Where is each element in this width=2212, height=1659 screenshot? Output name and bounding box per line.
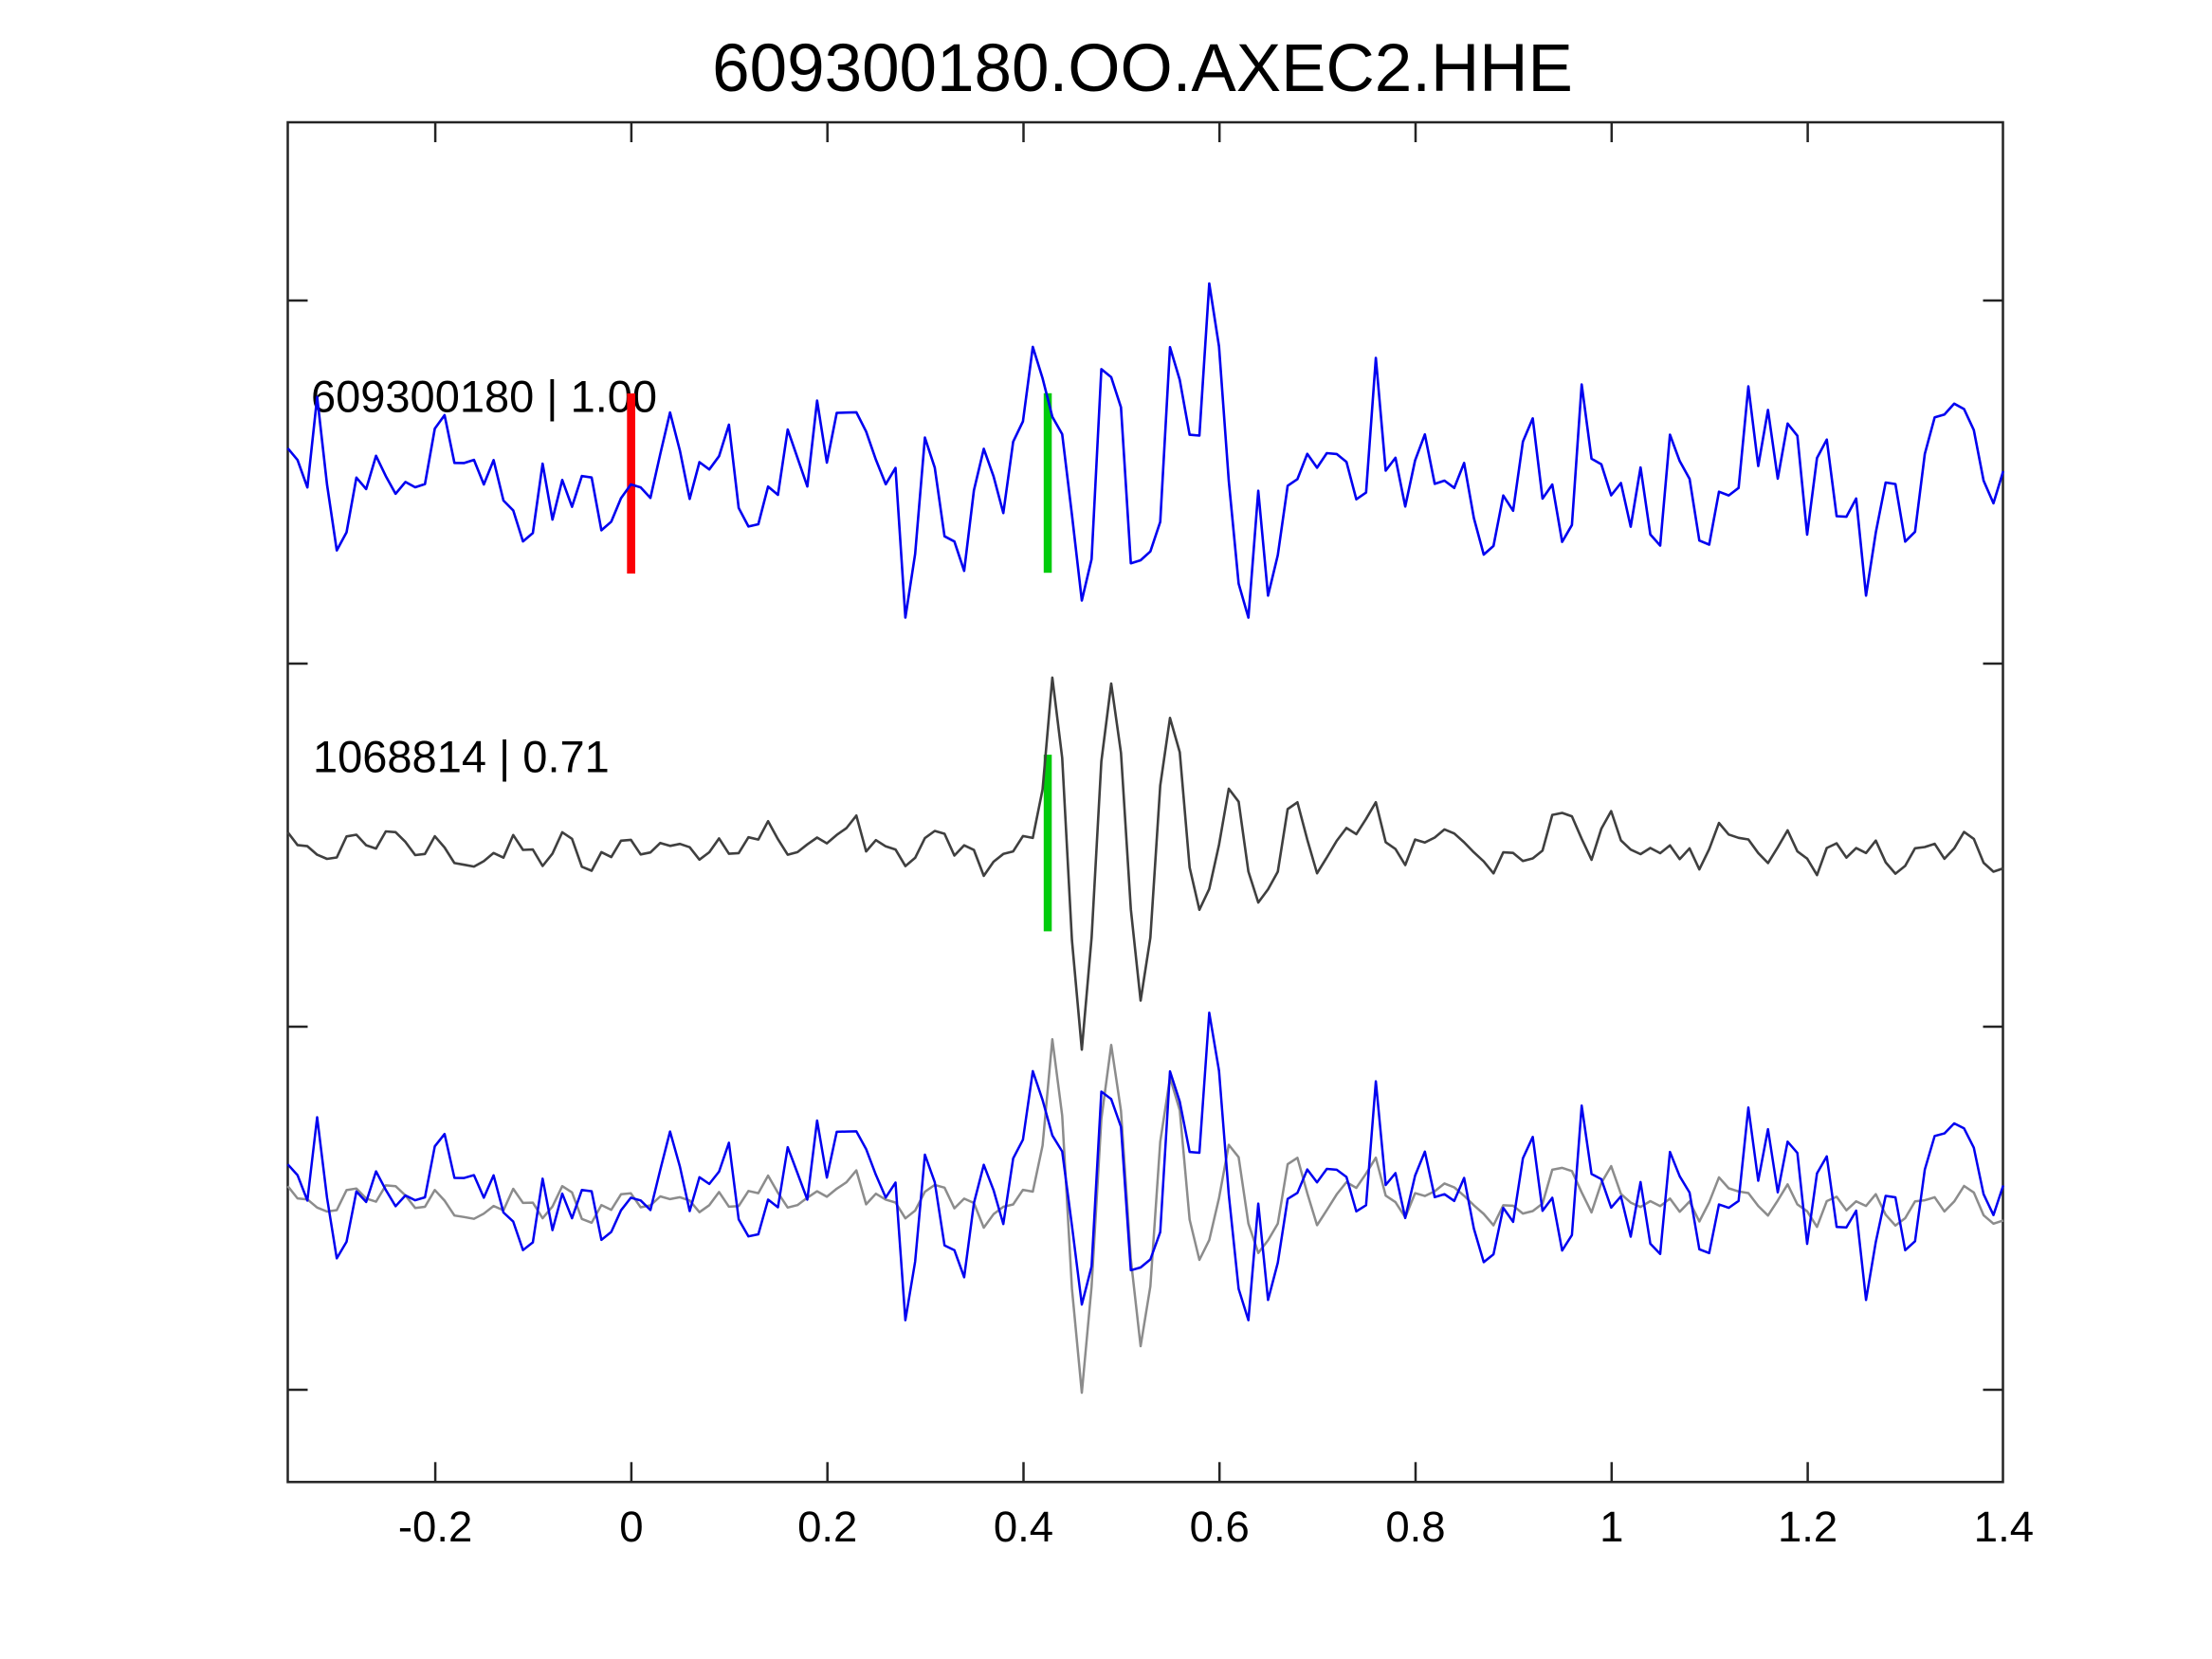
svg-text:-0.2: -0.2 <box>398 1503 472 1551</box>
svg-text:1.2: 1.2 <box>1778 1503 1837 1551</box>
svg-text:0.4: 0.4 <box>994 1503 1053 1551</box>
svg-text:0.2: 0.2 <box>797 1503 857 1551</box>
svg-text:1: 1 <box>1600 1503 1623 1551</box>
svg-text:609300180.OO.AXEC2.HHE: 609300180.OO.AXEC2.HHE <box>712 31 1573 106</box>
svg-text:1068814 | 0.71: 1068814 | 0.71 <box>313 732 610 782</box>
svg-text:0: 0 <box>619 1503 643 1551</box>
svg-text:1.4: 1.4 <box>1974 1503 2034 1551</box>
svg-text:609300180 | 1.00: 609300180 | 1.00 <box>311 372 657 422</box>
svg-text:0.8: 0.8 <box>1385 1503 1445 1551</box>
svg-text:0.6: 0.6 <box>1190 1503 1250 1551</box>
